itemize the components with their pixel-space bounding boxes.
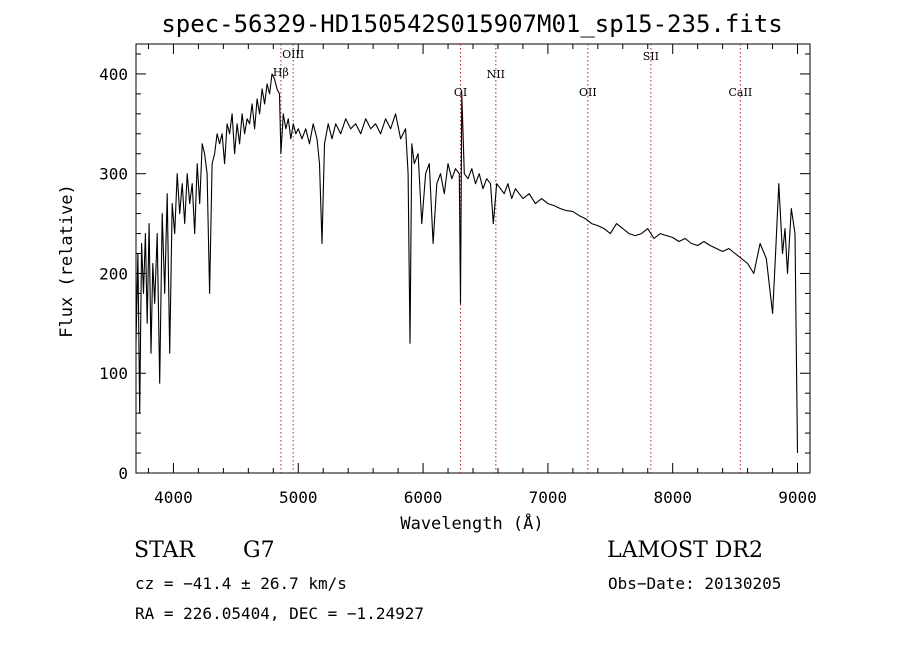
y-tick-label: 200 [99, 264, 128, 283]
plot-frame [135, 43, 811, 474]
line-marker-label: CaII [729, 86, 753, 99]
x-tick-label: 9000 [778, 488, 817, 507]
x-tick-label: 4000 [154, 488, 193, 507]
y-tick-label: 300 [99, 165, 128, 184]
coordinates-text: RA = 226.05404, DEC = −1.24927 [135, 604, 424, 623]
line-marker-label: NII [487, 68, 505, 81]
x-tick-label: 6000 [404, 488, 443, 507]
y-axis-label: Flux (relative) [57, 184, 77, 338]
line-marker-label: OII [579, 86, 597, 99]
x-tick-label: 8000 [653, 488, 692, 507]
x-tick-label: 7000 [529, 488, 568, 507]
chart-title: spec-56329-HD150542S015907M01_sp15-235.f… [161, 10, 782, 38]
line-marker-label: Hβ [273, 66, 289, 79]
survey-name: LAMOST DR2 [607, 538, 763, 563]
y-tick-label: 100 [99, 364, 128, 383]
spectrum-line [135, 73, 799, 454]
line-marker-label: OI [454, 86, 467, 99]
redshift-text: cz = −41.4 ± 26.7 km/s [135, 574, 347, 593]
y-tick-label: 400 [99, 65, 128, 84]
spectral-subclass: G7 [243, 538, 275, 563]
obs-date: Obs−Date: 20130205 [608, 574, 782, 593]
x-tick-label: 5000 [279, 488, 318, 507]
x-axis-label: Wavelength (Å) [400, 512, 543, 534]
line-marker-label: SII [643, 50, 659, 63]
y-tick-label: 0 [118, 464, 128, 483]
line-marker-label: OIII [282, 48, 304, 61]
object-type: STAR [134, 538, 195, 563]
